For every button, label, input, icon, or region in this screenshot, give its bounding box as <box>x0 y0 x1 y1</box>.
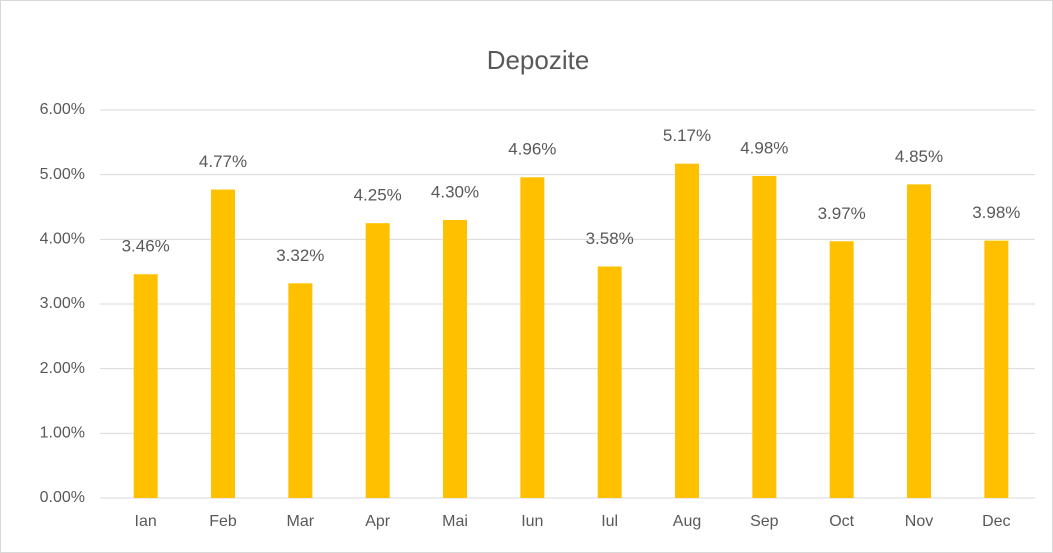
x-tick-label: Iul <box>601 513 618 530</box>
data-label: 3.97% <box>818 204 866 223</box>
x-tick-label: Ian <box>135 513 157 530</box>
y-tick-label: 4.00% <box>40 231 85 248</box>
y-tick-label: 2.00% <box>40 360 85 377</box>
y-tick-label: 6.00% <box>40 101 85 118</box>
x-tick-label: Mai <box>442 513 468 530</box>
bar <box>365 223 390 498</box>
data-label: 4.96% <box>508 140 556 159</box>
x-tick-label: Iun <box>521 513 543 530</box>
x-tick-label: Nov <box>905 513 933 530</box>
bar <box>211 189 235 499</box>
bar <box>752 175 777 498</box>
x-tick-label: Sep <box>750 513 779 530</box>
y-tick-label: 0.00% <box>40 489 85 506</box>
x-tick-label: Mar <box>287 513 315 530</box>
bar <box>597 266 622 498</box>
bar <box>675 163 699 498</box>
data-label: 3.98% <box>972 203 1020 222</box>
y-tick-label: 5.00% <box>40 166 85 183</box>
bar <box>133 274 158 498</box>
data-label: 3.32% <box>276 246 324 265</box>
x-tick-label: Aug <box>673 513 701 530</box>
data-label: 3.46% <box>122 237 170 256</box>
bar <box>907 184 931 498</box>
bar <box>520 177 545 498</box>
bar <box>443 219 467 498</box>
data-label: 4.25% <box>354 186 402 205</box>
bar <box>829 241 854 499</box>
data-label: 4.85% <box>895 147 943 166</box>
x-tick-label: Feb <box>209 513 237 530</box>
chart-title: Depozite <box>487 45 590 75</box>
data-label: 3.58% <box>586 229 634 248</box>
x-tick-label: Apr <box>365 513 391 530</box>
data-label: 4.77% <box>199 152 247 171</box>
y-tick-label: 1.00% <box>40 425 85 442</box>
data-label: 4.98% <box>740 138 788 157</box>
data-label: 4.30% <box>431 182 479 201</box>
data-label: 5.17% <box>663 126 711 145</box>
x-tick-label: Dec <box>982 513 1010 530</box>
y-tick-label: 3.00% <box>40 295 85 312</box>
bar <box>984 240 1009 499</box>
bar <box>288 283 313 498</box>
x-tick-label: Oct <box>829 513 854 530</box>
